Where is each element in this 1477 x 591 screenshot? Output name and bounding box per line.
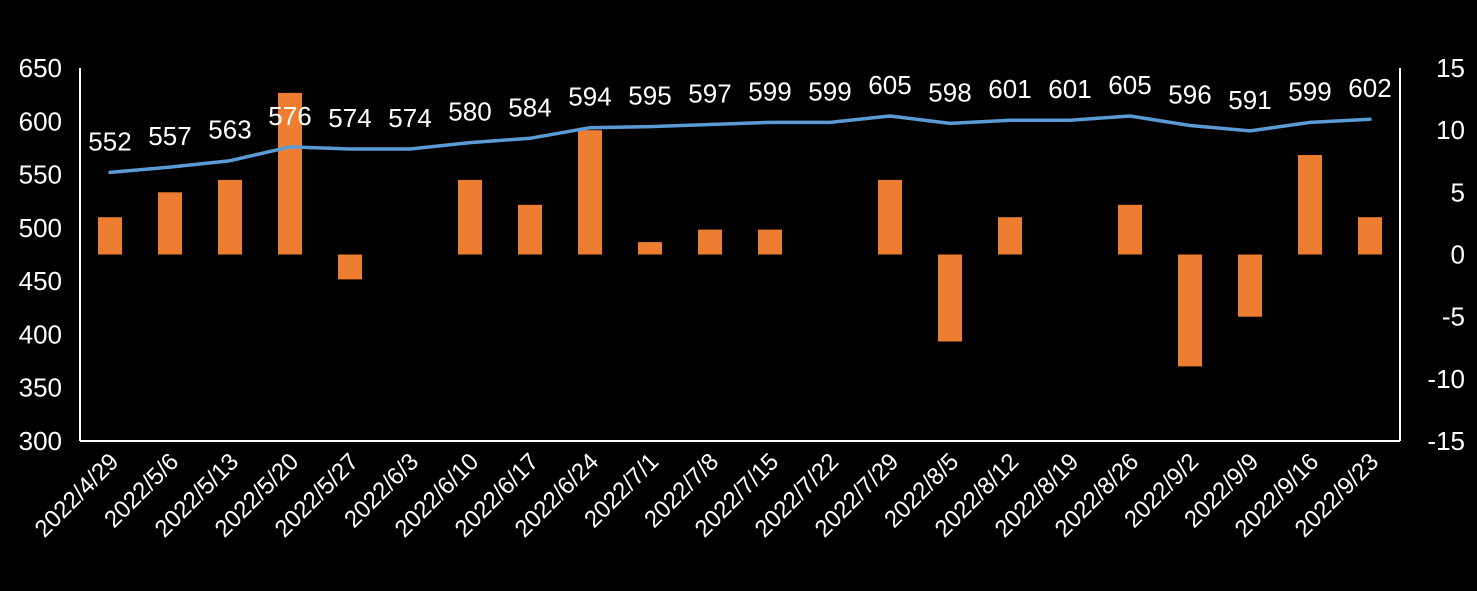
bar-2022/6/17 xyxy=(518,204,542,255)
data-label-2022/8/26: 605 xyxy=(1108,70,1151,100)
data-label-2022/5/6: 557 xyxy=(148,121,191,151)
bar-2022/8/26 xyxy=(1118,204,1142,255)
y-right-tick-label: 0 xyxy=(1451,240,1465,270)
bar-2022/9/16 xyxy=(1298,155,1322,255)
axes-layer xyxy=(79,68,1401,442)
data-label-2022/9/2: 596 xyxy=(1168,80,1211,110)
y-left-tick-label: 650 xyxy=(19,53,62,83)
y-right-tick-label: 10 xyxy=(1436,115,1465,145)
data-label-2022/6/17: 584 xyxy=(508,92,551,122)
y-left-tick-label: 600 xyxy=(19,106,62,136)
data-label-2022/6/3: 574 xyxy=(388,103,431,133)
y-right-tick-label: 15 xyxy=(1436,53,1465,83)
y-right-tick-label: -10 xyxy=(1427,364,1465,394)
bar-2022/5/20 xyxy=(278,92,302,255)
bar-2022/4/29 xyxy=(98,217,122,255)
y-right-tick-label: -5 xyxy=(1442,302,1465,332)
data-label-2022/4/29: 552 xyxy=(88,126,131,156)
data-label-2022/5/20: 576 xyxy=(268,101,311,131)
y-right-tick-label: -15 xyxy=(1427,426,1465,456)
data-label-2022/6/24: 594 xyxy=(568,82,611,112)
data-label-2022/5/13: 563 xyxy=(208,115,251,145)
data-label-2022/7/1: 595 xyxy=(628,81,671,111)
data-label-2022/9/23: 602 xyxy=(1348,73,1391,103)
data-label-2022/9/9: 591 xyxy=(1228,85,1271,115)
bar-2022/6/10 xyxy=(458,179,482,255)
bar-2022/6/24 xyxy=(578,130,602,255)
bar-2022/8/5 xyxy=(938,254,962,342)
line-series-level xyxy=(108,114,1372,175)
bar-2022/7/15 xyxy=(758,229,782,255)
bar-2022/9/9 xyxy=(1238,254,1262,317)
bar-2022/5/27 xyxy=(338,254,362,280)
data-label-2022/7/22: 599 xyxy=(808,76,851,106)
bar-2022/9/23 xyxy=(1358,217,1382,255)
data-label-2022/9/16: 599 xyxy=(1288,76,1331,106)
y-left-tick-label: 450 xyxy=(19,266,62,296)
y-left-tick-label: 500 xyxy=(19,213,62,243)
y-right-tick-label: 5 xyxy=(1451,177,1465,207)
bar-2022/7/29 xyxy=(878,179,902,255)
data-label-2022/7/15: 599 xyxy=(748,76,791,106)
data-label-2022/8/12: 601 xyxy=(988,74,1031,104)
bar-2022/5/6 xyxy=(158,192,182,255)
data-label-2022/7/29: 605 xyxy=(868,70,911,100)
bar-2022/5/13 xyxy=(218,179,242,255)
data-labels-layer: 552 557 563 576 574 574 580 584 594 595 597 599 599 6… xyxy=(88,70,1391,156)
data-label-2022/8/19: 601 xyxy=(1048,74,1091,104)
bar-2022/8/12 xyxy=(998,217,1022,255)
data-label-2022/8/5: 598 xyxy=(928,77,971,107)
y-left-tick-label: 550 xyxy=(19,160,62,190)
bar-2022/7/1 xyxy=(638,242,662,255)
bar-2022/7/8 xyxy=(698,229,722,255)
y-left-tick-label: 350 xyxy=(19,373,62,403)
data-label-2022/7/8: 597 xyxy=(688,79,731,109)
y-left-tick-label: 300 xyxy=(19,426,62,456)
bars-layer xyxy=(98,92,1382,367)
y-left-tick-label: 400 xyxy=(19,319,62,349)
line-layer xyxy=(108,114,1372,175)
bar-2022/9/2 xyxy=(1178,254,1202,367)
data-label-2022/5/27: 574 xyxy=(328,103,371,133)
data-label-2022/6/10: 580 xyxy=(448,97,491,127)
